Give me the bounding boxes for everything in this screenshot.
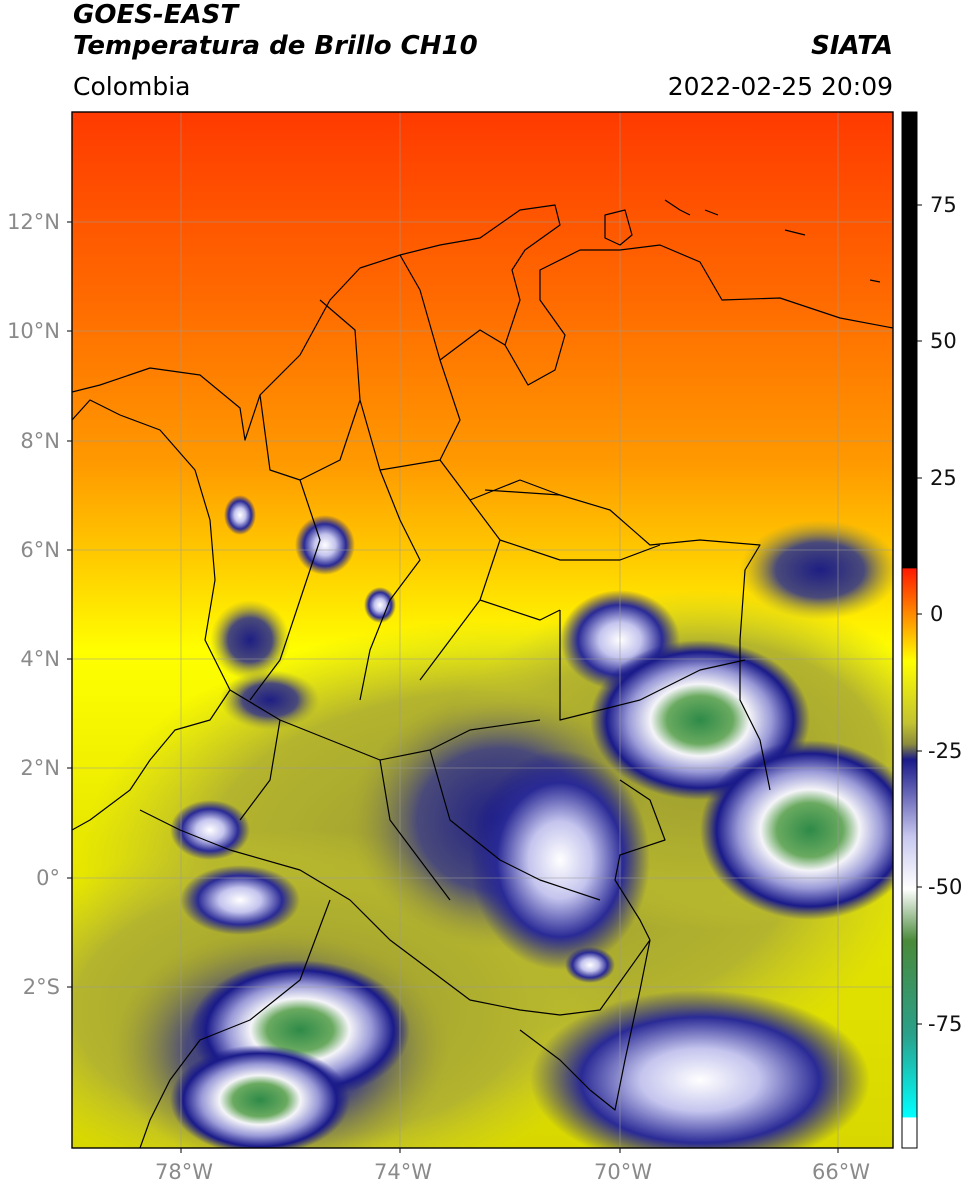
axis-ticks [67, 221, 839, 1153]
agency-label: SIATA [811, 31, 893, 61]
lon-label-66w: 66°W [812, 1160, 870, 1184]
colorbar-label-minus25: -25 [928, 739, 963, 763]
colorbar-label-50: 50 [930, 329, 957, 353]
lat-label-6n: 6°N [20, 538, 60, 562]
colorbar-label-75: 75 [930, 193, 957, 217]
datetime-label: 2022-02-25 20:09 [667, 72, 893, 101]
lat-label-4n: 4°N [20, 647, 60, 671]
colorbar-ticks [917, 204, 922, 1025]
colorbar [901, 111, 918, 1149]
lat-label-2n: 2°N [20, 756, 60, 780]
map-frame [71, 111, 894, 1149]
colorbar-label-25: 25 [930, 466, 957, 490]
lat-label-0: 0° [36, 866, 60, 890]
lon-label-78w: 78°W [155, 1160, 213, 1184]
lat-label-8n: 8°N [20, 429, 60, 453]
colorbar-label-minus75: -75 [928, 1012, 963, 1036]
borders [72, 199, 893, 1148]
satellite-imagery [72, 112, 893, 1148]
lon-label-74w: 74°W [374, 1160, 432, 1184]
gridlines [72, 112, 893, 1148]
product-title: Temperatura de Brillo CH10 [73, 31, 478, 61]
satellite-title: GOES-EAST [73, 0, 239, 30]
region-label: Colombia [73, 72, 191, 101]
lat-label-10n: 10°N [7, 319, 60, 343]
lat-label-12n: 12°N [7, 210, 60, 234]
lat-label-2s: 2°S [22, 975, 60, 999]
colorbar-label-minus50: -50 [928, 875, 963, 899]
lon-label-70w: 70°W [594, 1160, 652, 1184]
colorbar-label-0: 0 [930, 602, 944, 626]
